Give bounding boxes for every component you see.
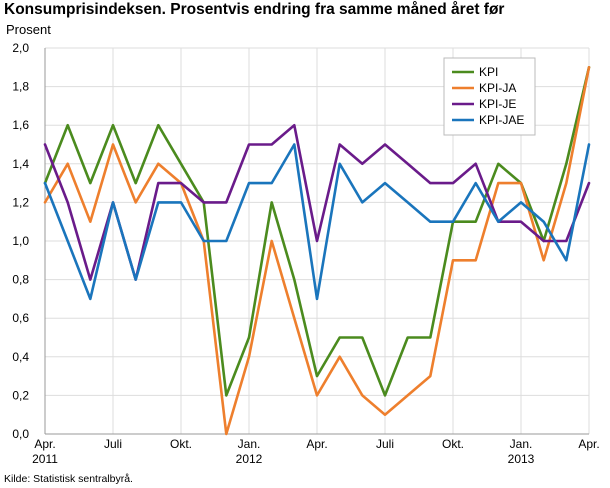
line-chart: 0,00,20,40,60,81,01,21,41,61,82,0 Apr.20… [12,41,600,466]
y-tick-label: 0,8 [12,273,29,287]
x-tick-label: Juli [376,437,394,451]
x-tick-label: Apr. [306,437,327,451]
y-tick-label: 1,0 [12,234,29,248]
legend: KPI KPI-JA KPI-JE KPI-JAE [443,57,536,136]
legend-label-kpi-jae: KPI-JAE [479,113,524,127]
x-tick-label: Jan. [510,437,533,451]
x-tick-label: Juli [104,437,122,451]
series-line-kpi-ja [43,66,591,436]
y-tick-label: 1,2 [12,195,29,209]
y-tick-label: 0,4 [12,350,29,364]
y-tick-label: 1,6 [12,118,29,132]
legend-label-kpi-je: KPI-JE [479,97,516,111]
legend-label-kpi-ja: KPI-JA [479,81,516,95]
y-tick-label: 1,4 [12,157,29,171]
x-tick-label: Okt. [442,437,464,451]
y-tick-label: 0,6 [12,311,29,325]
series-line-kpi [43,66,591,397]
y-tick-label: 2,0 [12,41,29,55]
y-tick-label: 0,0 [12,427,29,441]
x-tick-year-label: 2011 [32,452,58,466]
y-axis-label: Prosent [6,22,51,37]
x-tick-label: Apr. [34,437,55,451]
y-axis-ticks: 0,0 0,2 0,4 0,6 0,8 1,0 1,2 1,4 1,6 1,8 2,0 [12,41,29,441]
series-line-kpi-jae [43,143,591,301]
chart-title: Konsumprisindeksen. Prosentvis endring f… [4,1,505,18]
series-lines [43,66,591,436]
x-tick-label: Jan. [238,437,261,451]
x-tick-year-label: 2012 [236,452,263,466]
x-tick-label: Okt. [170,437,192,451]
source-note: Kilde: Statistisk sentralbyrå. [4,473,133,485]
y-tick-label: 1,8 [12,80,29,94]
x-tick-label: Apr. [578,437,599,451]
legend-label-kpi: KPI [479,65,498,79]
x-tick-year-label: 2013 [508,452,535,466]
y-tick-label: 0,2 [12,388,29,402]
